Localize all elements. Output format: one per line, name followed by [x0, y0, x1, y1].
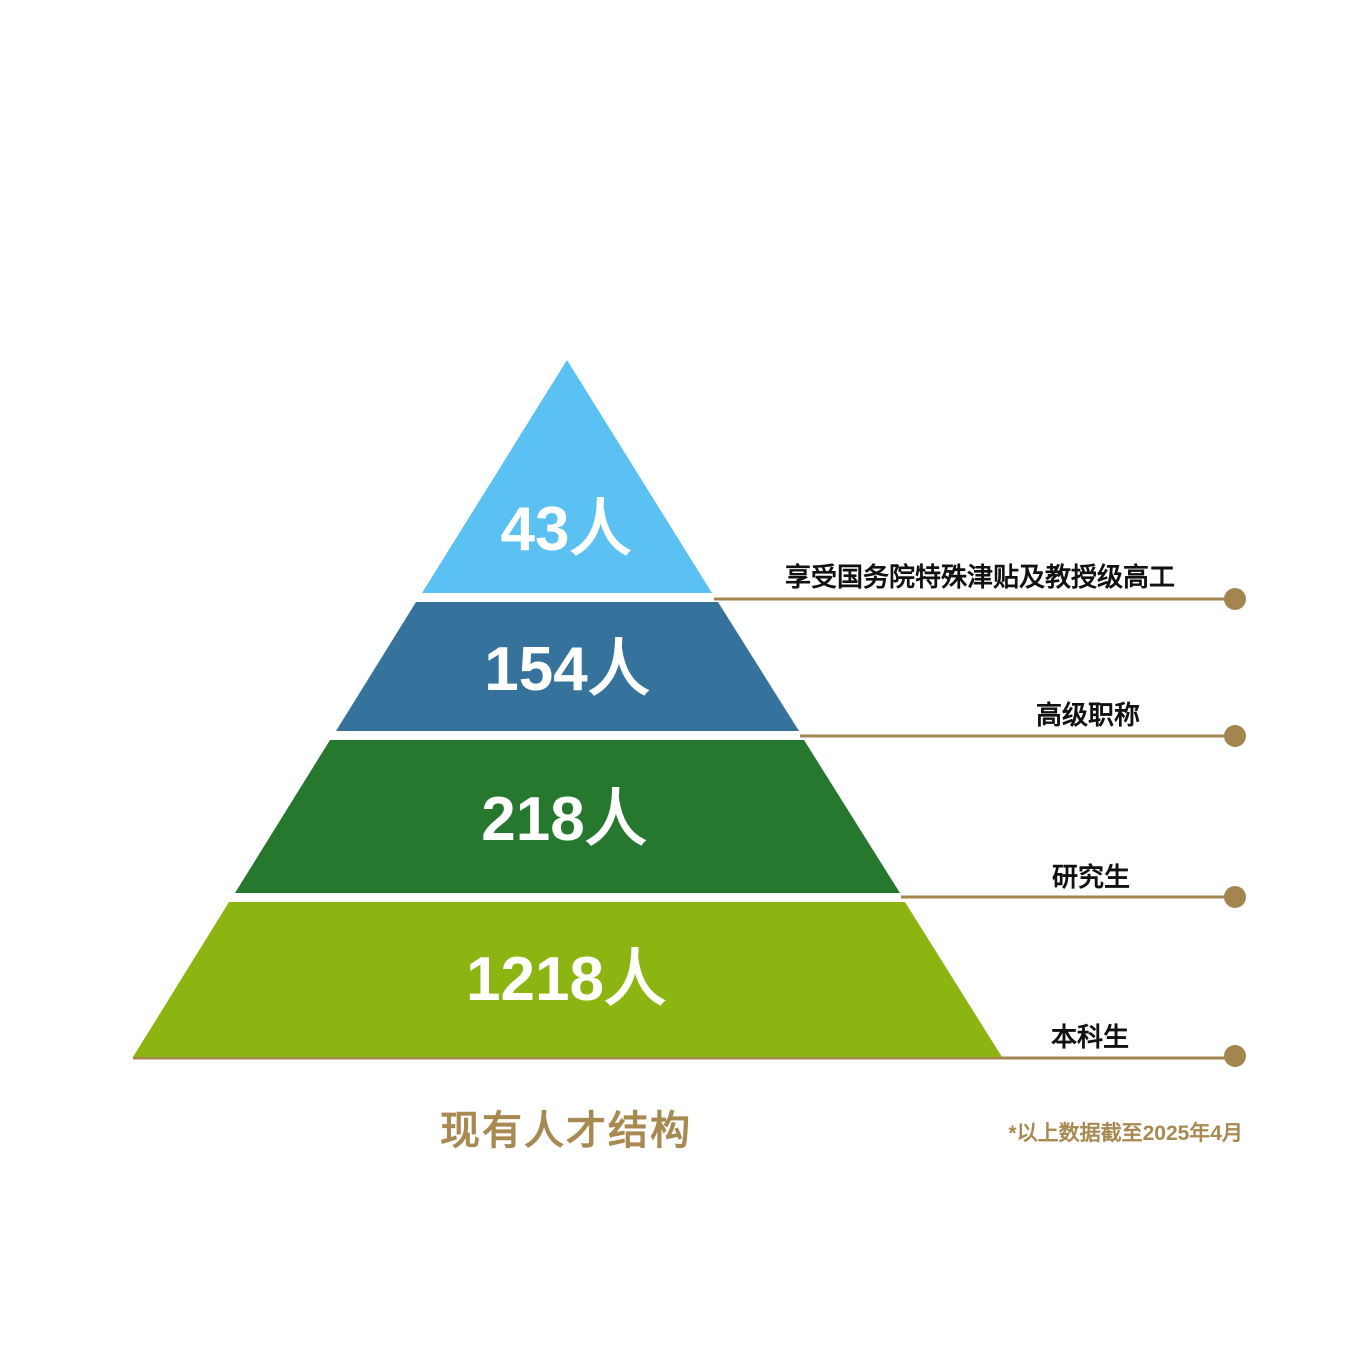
level-4-value: 1218人 — [466, 945, 666, 1014]
data-cutoff-footnote: *以上数据截至2025年4月 — [1008, 1122, 1243, 1145]
level-labels: 享受国务院特殊津贴及教授级高工 高级职称 研究生 本科生 — [785, 562, 1175, 1052]
level-2-value: 154人 — [484, 635, 649, 704]
level-values: 43人 154人 218人 1218人 — [466, 495, 666, 1014]
level-3-label: 研究生 — [1052, 862, 1130, 892]
pyramid-level-2-shape — [336, 602, 799, 731]
connector-dot-level-2 — [1224, 725, 1246, 747]
pyramid-layers — [133, 360, 1002, 1057]
connector-dot-level-1 — [1224, 588, 1246, 610]
connector-dot-level-3 — [1224, 886, 1246, 908]
pyramid-level-1-shape — [422, 360, 712, 593]
level-4-label: 本科生 — [1051, 1022, 1129, 1052]
chart-title: 现有人才结构 — [440, 1109, 692, 1153]
level-1-label: 享受国务院特殊津贴及教授级高工 — [785, 562, 1175, 592]
pyramid-level-3-shape — [235, 740, 900, 893]
connectors — [133, 588, 1246, 1067]
level-1-value: 43人 — [501, 495, 632, 564]
connector-dot-level-4 — [1224, 1045, 1246, 1067]
level-2-label: 高级职称 — [1036, 700, 1140, 730]
pyramid-level-4-shape — [133, 902, 1002, 1057]
level-3-value: 218人 — [481, 785, 646, 854]
